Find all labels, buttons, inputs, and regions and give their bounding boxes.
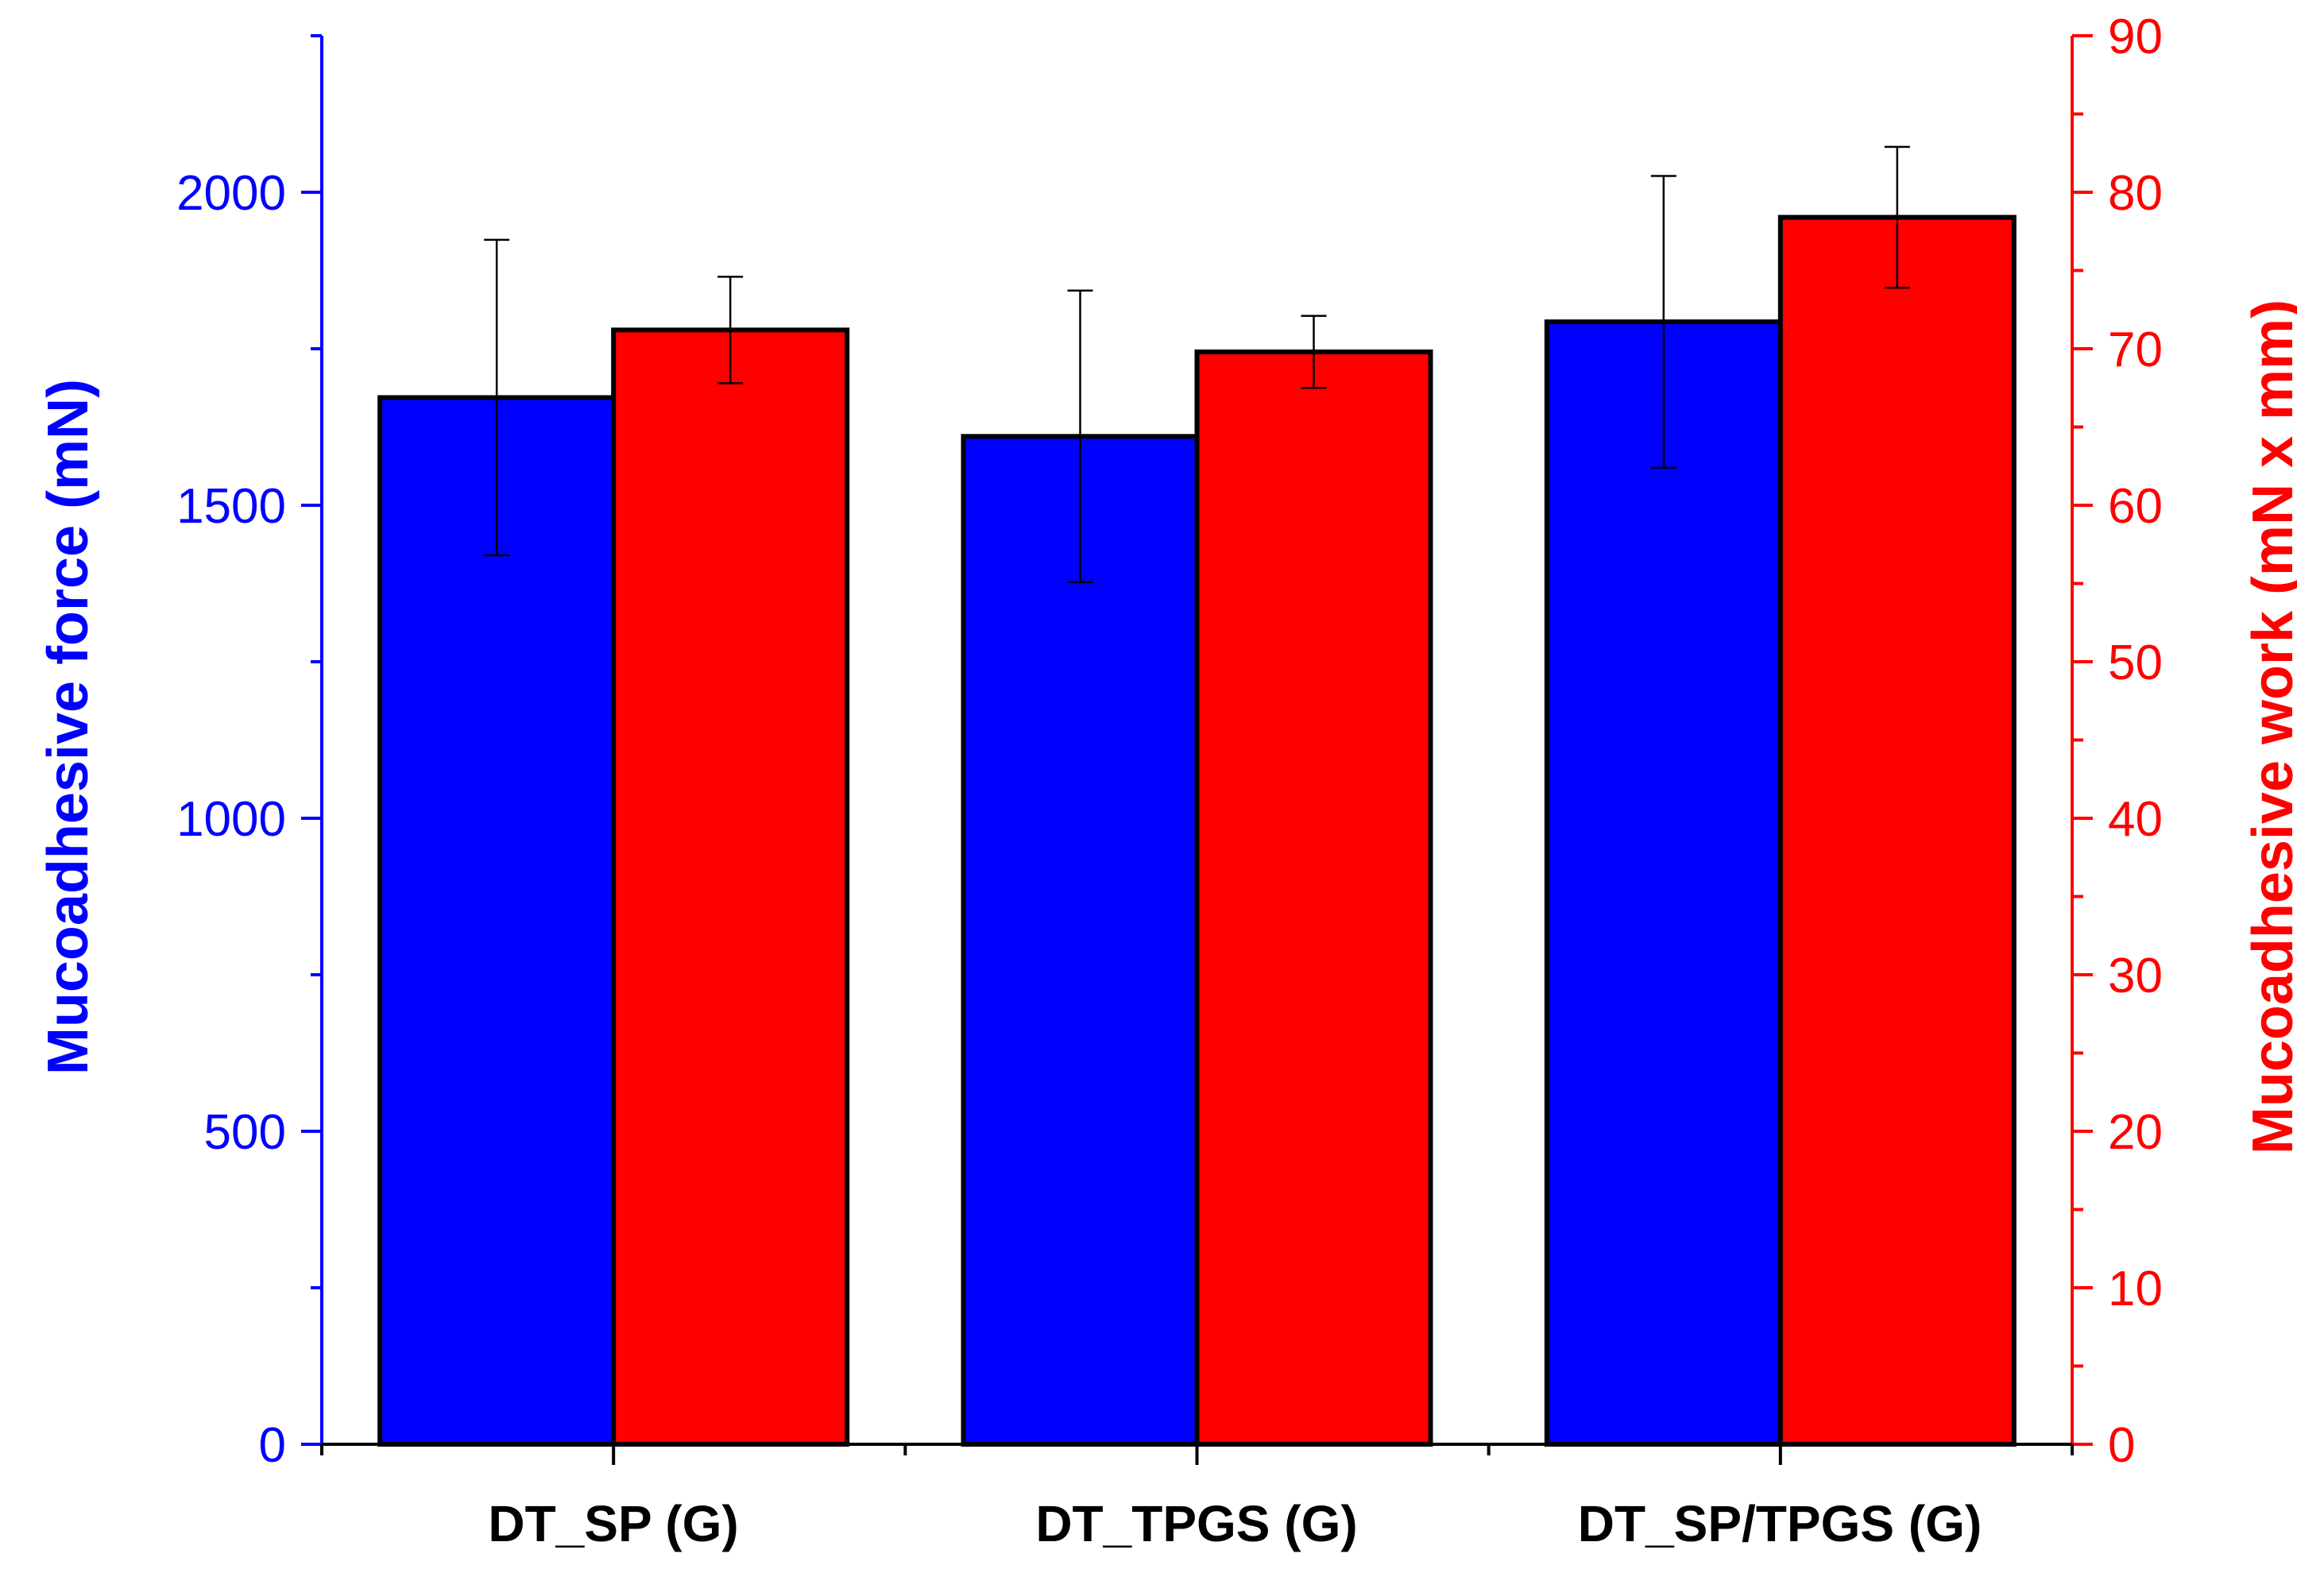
axes-layer: 0 500 1000 1500 2000 0 10 20 30 40 50 60 70 80 90: [176, 10, 2163, 1473]
x-tick-label-dt-sp: DT_SP (G): [488, 1495, 738, 1552]
y-tick-label-2000: 2000: [176, 166, 286, 221]
y-tick-label-1000: 1000: [176, 792, 286, 847]
y2-tick-label-80: 80: [2108, 166, 2163, 221]
bar-left-1: [961, 434, 1200, 1447]
y2-tick-label-0: 0: [2108, 1418, 2135, 1473]
y2-tick-label-60: 60: [2108, 479, 2163, 534]
y2-tick-label-90: 90: [2108, 10, 2163, 64]
y-axis-title: Mucoadhesive force (mN): [37, 379, 100, 1075]
y2-tick-label-40: 40: [2108, 792, 2163, 847]
bar-left-2: [1544, 319, 1783, 1447]
bar-left-0: [377, 395, 617, 1447]
y2-tick-label-70: 70: [2108, 323, 2163, 377]
error-bars-layer: [484, 145, 1910, 584]
y2-tick-label-30: 30: [2108, 949, 2163, 1003]
y2-tick-label-20: 20: [2108, 1105, 2163, 1160]
bar-right-0: [611, 327, 850, 1447]
y-tick-label-500: 500: [204, 1105, 286, 1160]
x-tick-label-dt-sp-tpgs: DT_SP/TPGS (G): [1578, 1495, 1982, 1552]
y2-tick-label-50: 50: [2108, 636, 2163, 690]
y2-tick-label-10: 10: [2108, 1262, 2163, 1316]
bars-layer: [377, 214, 2017, 1447]
y2-axis-title: Mucoadhesive work (mN x mm): [2241, 299, 2297, 1154]
y-tick-label-1500: 1500: [176, 479, 286, 534]
x-tick-label-dt-tpgs: DT_TPGS (G): [1035, 1495, 1357, 1552]
y-tick-label-0: 0: [259, 1418, 286, 1473]
bar-right-2: [1777, 214, 2017, 1447]
bar-right-1: [1194, 349, 1433, 1447]
